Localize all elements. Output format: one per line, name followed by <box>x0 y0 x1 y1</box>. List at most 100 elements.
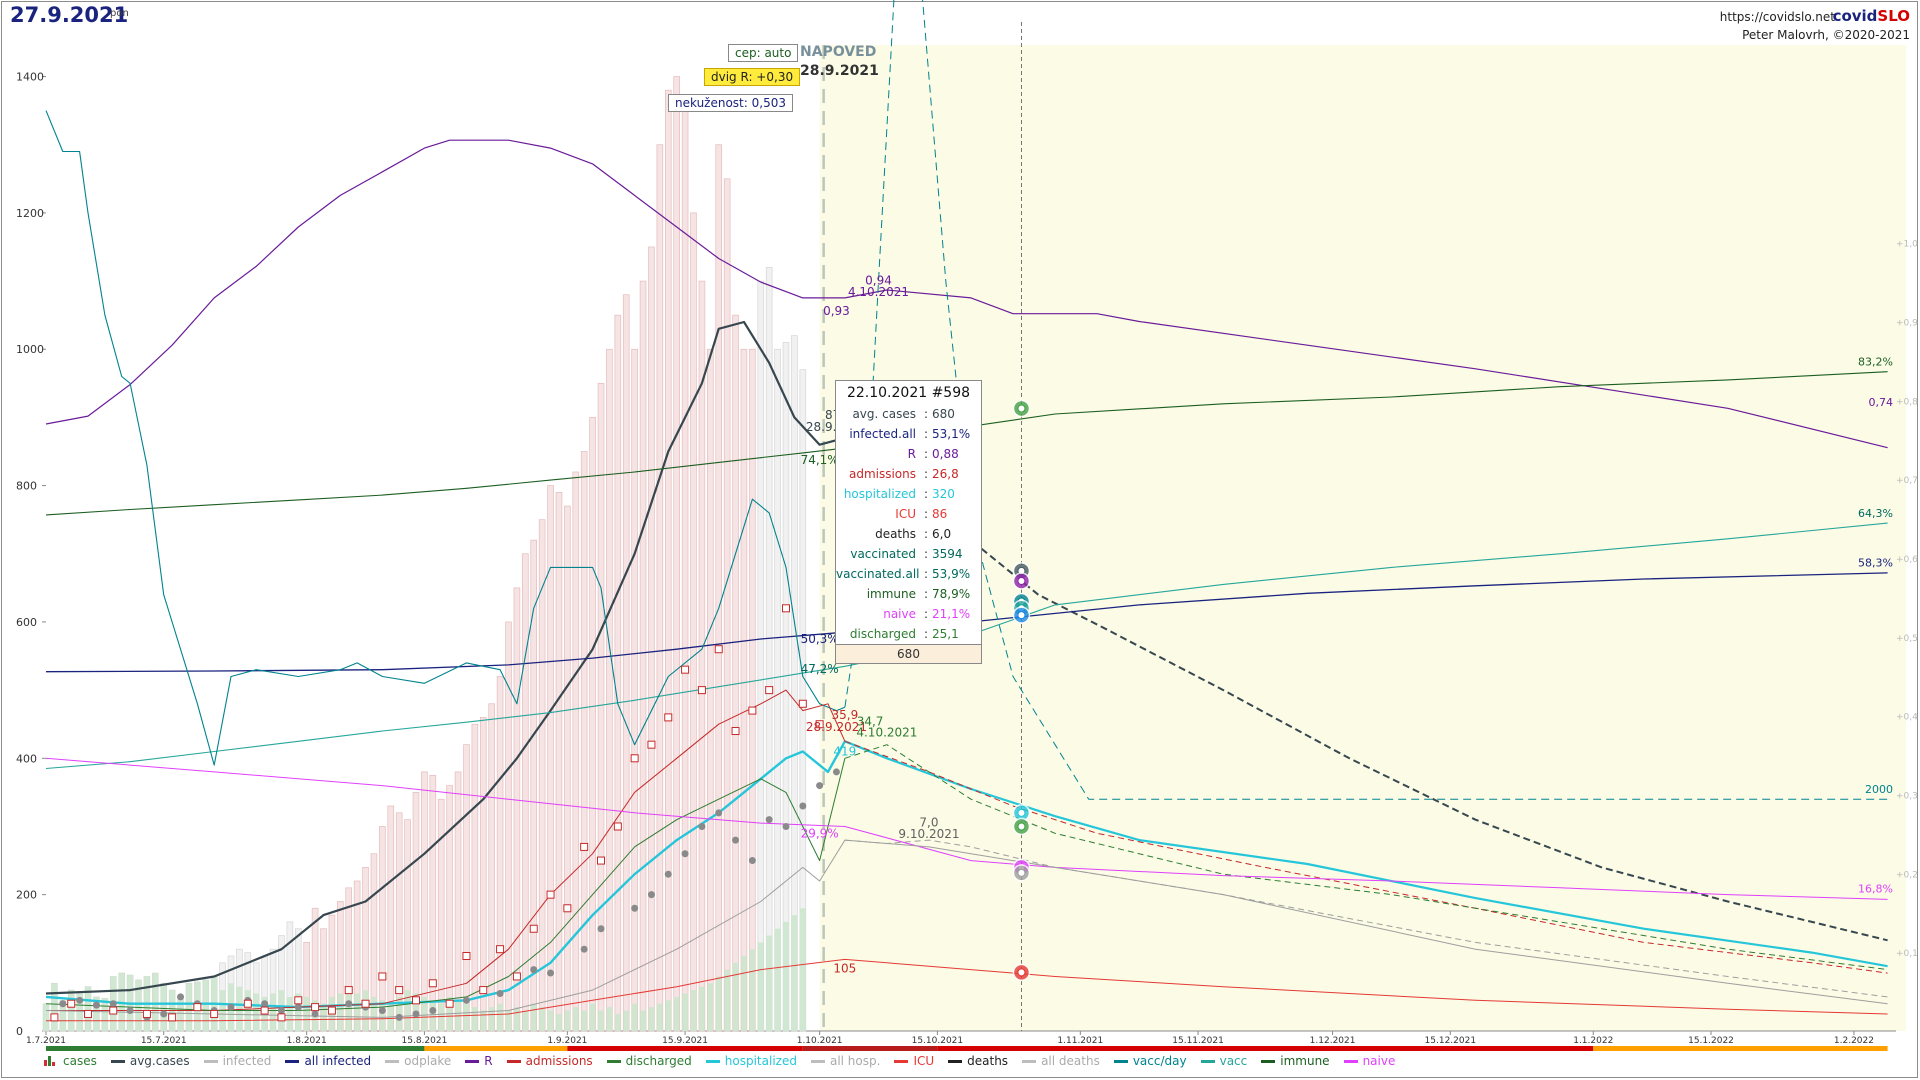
admission-marker <box>109 1006 118 1015</box>
tooltip-row: admissions:26,8 <box>836 464 981 484</box>
legend-label: deaths <box>967 1054 1009 1068</box>
point-label: 34,7 <box>857 715 884 729</box>
deaths-point <box>530 966 538 974</box>
cases-bar-recent <box>253 993 260 1031</box>
admission-marker <box>395 986 404 995</box>
deaths-point <box>462 996 470 1004</box>
legend-label: odplake <box>404 1054 452 1068</box>
cases-bar <box>471 723 479 1032</box>
admission-marker <box>327 1006 336 1015</box>
site-url[interactable]: https://covidslo.net <box>1719 10 1835 24</box>
admission-marker <box>714 645 723 654</box>
cep-control[interactable]: cep: auto <box>728 44 799 62</box>
legend-item-all-infected[interactable]: all infected <box>285 1054 371 1068</box>
admission-marker <box>748 706 757 715</box>
report-date: 27.9.2021 <box>10 3 129 27</box>
cases-bar-recent <box>749 949 756 1031</box>
tooltip-row-value: 25,1 <box>932 627 959 641</box>
legend-label: infected <box>222 1054 272 1068</box>
right-tick-label: +0,7 <box>1896 476 1918 486</box>
deaths-point <box>227 1003 235 1011</box>
legend-item-discharged[interactable]: discharged <box>606 1054 692 1068</box>
x-tick-label: 15.12.2021 <box>1425 1036 1477 1046</box>
cases-bar <box>757 280 765 1032</box>
legend-item-odplake[interactable]: odplake <box>385 1054 451 1068</box>
tooltip-row-label: immune <box>866 587 916 601</box>
cases-bar-recent <box>598 1010 604 1031</box>
deaths-point <box>126 1007 134 1015</box>
y-tick-label: 400 <box>16 752 37 765</box>
legend-item-deaths[interactable]: deaths <box>948 1054 1008 1068</box>
admission-marker <box>445 999 454 1008</box>
legend-item-icu[interactable]: ICU <box>894 1054 934 1068</box>
line-swatch-icon <box>894 1059 909 1063</box>
cases-bar-recent <box>690 990 697 1031</box>
cases-bar-recent <box>522 1010 529 1031</box>
brand-logo[interactable]: covidSLO <box>1833 7 1910 25</box>
deaths-point <box>59 1000 67 1008</box>
tooltip-row: vaccinated:3594 <box>836 544 981 564</box>
line-swatch-icon <box>110 1059 125 1063</box>
deaths-point <box>748 857 756 865</box>
cases-bar <box>715 144 723 1032</box>
x-tick-label: 15.11.2021 <box>1172 1036 1224 1046</box>
line-swatch-icon <box>1200 1059 1215 1063</box>
legend-item-naive[interactable]: naive <box>1343 1054 1396 1068</box>
tooltip-row: ICU:86 <box>836 504 981 524</box>
deaths-point <box>816 782 824 790</box>
tooltip-row-value: 3594 <box>932 547 963 561</box>
cases-bar-recent <box>345 990 352 1031</box>
cases-bar-recent <box>286 996 293 1031</box>
y-tick-label: 0 <box>16 1025 23 1038</box>
admission-marker <box>496 945 505 954</box>
point-label: 4.10.2021 <box>856 725 917 739</box>
legend-item-avg-cases[interactable]: avg.cases <box>110 1054 190 1068</box>
cases-bar-recent <box>715 976 722 1031</box>
cases-bar-recent <box>673 996 680 1031</box>
point-label: 7,0 <box>919 815 938 829</box>
legend-item-infected[interactable]: infected <box>203 1054 272 1068</box>
legend-item-hospitalized[interactable]: hospitalized <box>705 1054 797 1068</box>
tooltip-rows: avg. cases:680 infected.all:53,1% R:0,88 ad… <box>836 404 981 644</box>
cases-bar-recent <box>547 1010 554 1031</box>
tooltip-row-value: 53,1% <box>932 427 971 441</box>
tooltip-title: 22.10.2021 #598 <box>846 385 971 401</box>
deaths-point <box>597 925 605 933</box>
legend-item-all-hosp-[interactable]: all hosp. <box>810 1054 880 1068</box>
x-tick-label: 1.11.2021 <box>1057 1036 1103 1046</box>
tooltip-row: infected.all:53,1% <box>836 424 981 444</box>
deaths-point <box>832 768 840 776</box>
susceptibility-control[interactable]: nekuženost: 0,503 <box>668 94 793 112</box>
r-boost-control[interactable]: dvig R: +0,30 <box>704 68 801 86</box>
cases-bar-recent <box>76 993 83 1031</box>
legend-item-cases[interactable]: cases <box>44 1054 97 1068</box>
cases-bar-recent <box>556 1013 562 1031</box>
deaths-point <box>345 1000 353 1008</box>
legend-label: naive <box>1362 1054 1396 1068</box>
legend-item-vacc-day[interactable]: vacc/day <box>1113 1054 1187 1068</box>
legend-label: vacc <box>1219 1054 1248 1068</box>
admission-marker <box>168 1013 177 1022</box>
deaths-point <box>715 809 723 817</box>
forecast-date: 28.9.2021 <box>800 63 879 79</box>
tooltip-row-label: ICU <box>895 507 916 521</box>
cases-bar <box>749 348 756 1032</box>
x-tick-label: 1.1.2022 <box>1573 1036 1613 1046</box>
tooltip-row-separator: : <box>923 467 929 481</box>
status-segment <box>567 1046 803 1051</box>
legend-item-admissions[interactable]: admissions <box>506 1054 593 1068</box>
admission-marker <box>277 1013 286 1022</box>
tooltip-row-separator: : <box>923 607 929 621</box>
tooltip-row-label: hospitalized <box>843 487 916 501</box>
legend-item-immune[interactable]: immune <box>1261 1054 1330 1068</box>
admission-marker <box>311 1003 320 1012</box>
series-all-hosp- <box>45 839 1888 1018</box>
legend-item-vacc[interactable]: vacc <box>1200 1054 1248 1068</box>
legend-item-all-deaths[interactable]: all deaths <box>1022 1054 1100 1068</box>
legend-item-r[interactable]: R <box>465 1054 493 1068</box>
cases-bar <box>522 553 529 1032</box>
right-tick-label: +0,5 <box>1896 634 1918 644</box>
cases-bar-recent <box>93 996 100 1031</box>
cases-bar <box>681 110 689 1032</box>
